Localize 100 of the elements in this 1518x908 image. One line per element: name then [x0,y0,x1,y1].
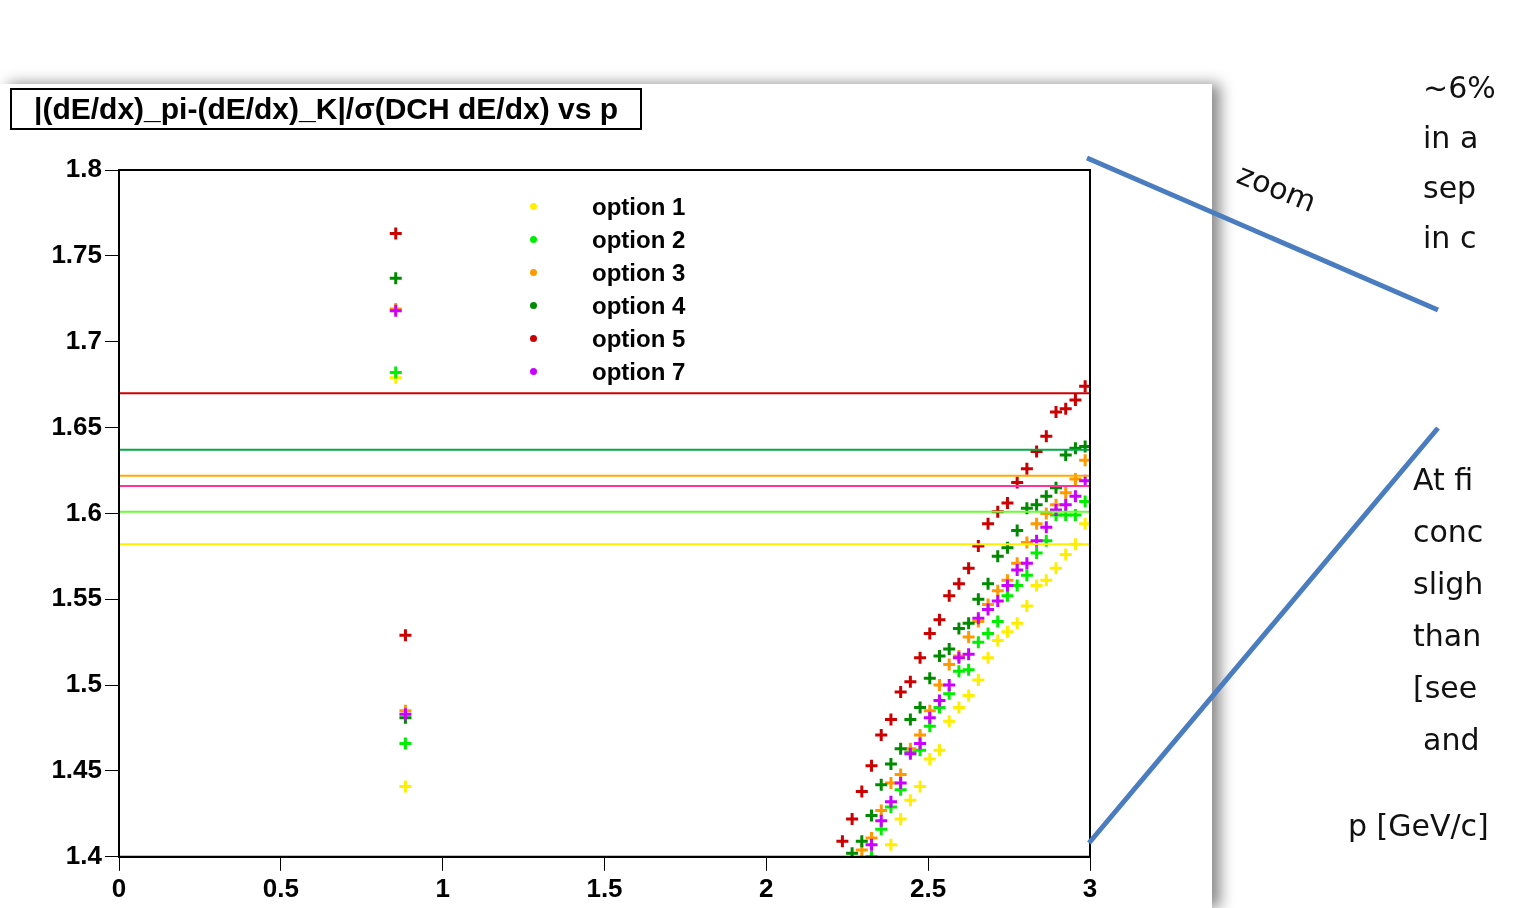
point [902,711,918,727]
point [1048,404,1064,420]
point [893,775,909,791]
x-tick-label: 2.5 [910,872,947,903]
point [1029,497,1045,513]
point [873,727,889,743]
point [1058,401,1074,417]
point [999,578,1015,594]
point [902,674,918,690]
point [1019,598,1035,614]
point [912,650,928,666]
legend-label: option 4 [592,291,686,320]
point [932,612,947,628]
legend-label: option 1 [592,192,686,221]
point [980,626,996,642]
point [1048,502,1064,518]
point [873,813,889,829]
point [854,784,870,800]
point [1029,516,1045,532]
point [883,794,899,810]
point [1019,535,1035,551]
point [388,226,404,242]
point [941,657,957,672]
point [999,624,1015,640]
point [1019,500,1035,516]
point [999,495,1015,511]
point [980,516,996,532]
point [941,588,957,604]
point [951,620,967,636]
point [883,756,899,772]
text: in a [1423,120,1479,155]
y-tick-label: 1.75 [51,239,102,270]
point [1029,533,1045,549]
point [883,837,899,853]
point [912,778,928,794]
point [854,833,870,849]
point [397,778,413,794]
point [922,710,938,726]
point [951,576,967,592]
x-tick-label: 3 [1082,872,1098,903]
point [990,593,1006,609]
point [388,365,404,381]
point [1058,497,1074,513]
point [1048,560,1064,576]
point [951,699,967,715]
point [1009,523,1025,539]
point [922,751,938,767]
point [980,650,996,666]
y-tick-label: 1.8 [65,153,102,184]
point [990,614,1006,630]
point [922,670,938,686]
point [941,677,957,693]
point [932,648,947,664]
point [970,610,986,626]
point [873,802,889,818]
point [1067,536,1083,552]
point [1009,474,1025,490]
point [834,833,850,849]
point [1019,567,1035,583]
point [922,626,938,642]
point [941,713,957,729]
point [970,672,986,688]
point [990,632,1006,648]
point [864,758,880,774]
x-tick-label: 1 [435,872,450,903]
point [941,641,957,657]
point [961,615,977,631]
point [397,627,413,643]
point [961,687,977,703]
point [1019,555,1035,571]
x-tick-label: 0 [111,872,127,903]
point [864,837,880,853]
y-tick-label: 1.4 [65,839,103,870]
y-tick-label: 1.65 [51,410,102,441]
point [1067,440,1083,456]
point [980,602,996,618]
point [970,634,986,650]
point [844,811,860,827]
point [912,699,928,715]
y-tick-label: 1.7 [65,324,102,355]
chart-title: |(dE/dx)_pi-(dE/dx)_K|/σ(DCH dE/dx) vs p [10,88,643,130]
x-tick-label: 2 [759,872,774,903]
point [1058,485,1074,501]
point [1067,488,1083,504]
x-tick-label: 1.5 [586,872,623,903]
point [912,735,928,751]
point [1029,578,1045,594]
point [961,662,977,678]
point [1038,428,1054,444]
legend-label: option 7 [592,357,686,386]
legend-label: option 3 [592,258,686,287]
point [1009,562,1025,578]
y-tick-label: 1.45 [51,754,102,785]
y-tick-label: 1.6 [65,496,102,527]
point [932,742,947,758]
point [388,270,404,286]
point [893,684,909,700]
point [1029,545,1045,561]
point [1067,392,1083,408]
point [1058,547,1074,563]
